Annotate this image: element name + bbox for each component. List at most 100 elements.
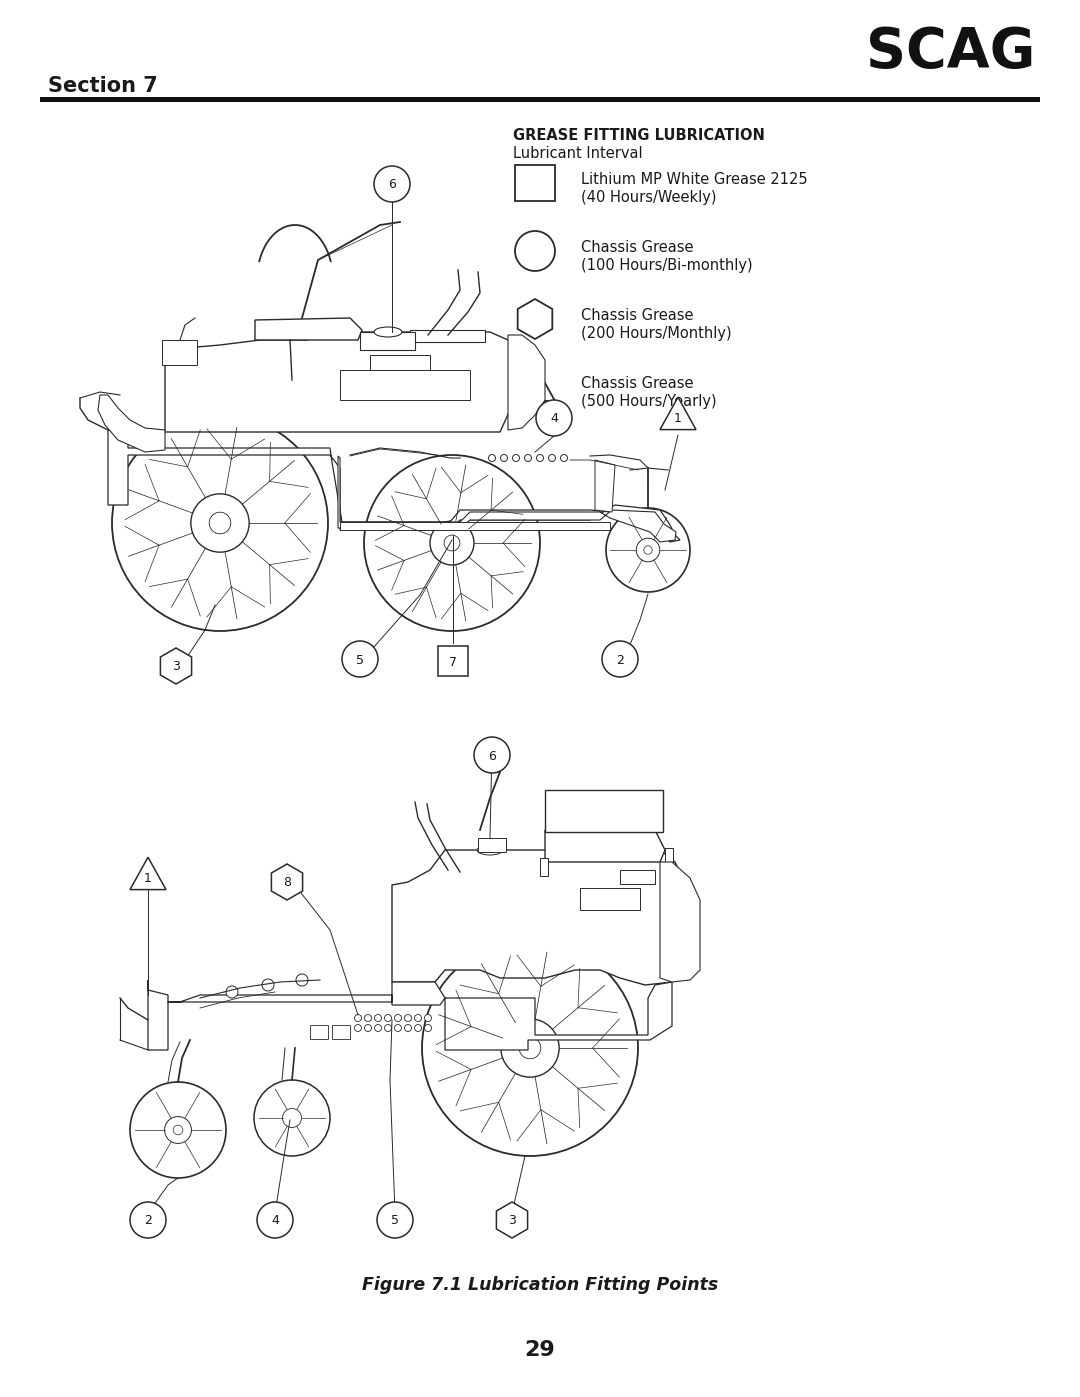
Bar bbox=[478, 838, 507, 852]
Circle shape bbox=[549, 454, 555, 461]
Circle shape bbox=[375, 1024, 381, 1031]
Circle shape bbox=[525, 454, 531, 461]
Circle shape bbox=[394, 1014, 402, 1021]
Polygon shape bbox=[660, 397, 696, 430]
Text: 7: 7 bbox=[449, 655, 457, 669]
Bar bbox=[40, 96, 1040, 102]
Bar bbox=[310, 1025, 328, 1039]
Circle shape bbox=[191, 495, 249, 552]
Circle shape bbox=[405, 1024, 411, 1031]
Text: 4: 4 bbox=[271, 1214, 279, 1228]
Circle shape bbox=[513, 454, 519, 461]
Text: 2: 2 bbox=[144, 1214, 152, 1228]
Circle shape bbox=[424, 1024, 432, 1031]
Circle shape bbox=[130, 1201, 166, 1238]
Polygon shape bbox=[497, 1201, 528, 1238]
Circle shape bbox=[415, 1024, 421, 1031]
Text: 29: 29 bbox=[525, 1340, 555, 1361]
Circle shape bbox=[519, 1037, 541, 1059]
Polygon shape bbox=[392, 849, 685, 985]
Bar bbox=[162, 339, 197, 365]
Bar bbox=[340, 370, 470, 400]
Text: 8: 8 bbox=[283, 876, 291, 890]
Polygon shape bbox=[595, 460, 615, 511]
Text: SCAG: SCAG bbox=[866, 25, 1035, 80]
Text: Chassis Grease: Chassis Grease bbox=[581, 240, 693, 256]
Circle shape bbox=[377, 1201, 413, 1238]
Text: 6: 6 bbox=[488, 750, 496, 763]
Circle shape bbox=[430, 521, 474, 564]
Polygon shape bbox=[161, 648, 191, 685]
Circle shape bbox=[262, 979, 274, 990]
Text: Chassis Grease: Chassis Grease bbox=[581, 376, 693, 391]
Circle shape bbox=[636, 538, 660, 562]
Circle shape bbox=[444, 535, 460, 550]
Circle shape bbox=[474, 738, 510, 773]
Circle shape bbox=[112, 415, 328, 631]
Polygon shape bbox=[148, 981, 672, 1051]
Circle shape bbox=[365, 1014, 372, 1021]
Text: 5: 5 bbox=[391, 1214, 399, 1228]
Bar bbox=[360, 332, 415, 351]
Text: Section 7: Section 7 bbox=[48, 75, 158, 96]
Circle shape bbox=[415, 1014, 421, 1021]
Circle shape bbox=[515, 231, 555, 271]
Text: GREASE FITTING LUBRICATION: GREASE FITTING LUBRICATION bbox=[513, 129, 765, 142]
Circle shape bbox=[296, 974, 308, 986]
Circle shape bbox=[226, 986, 238, 997]
Polygon shape bbox=[545, 830, 665, 862]
Circle shape bbox=[342, 641, 378, 678]
Polygon shape bbox=[165, 332, 522, 432]
Text: 3: 3 bbox=[508, 1214, 516, 1228]
Text: 2: 2 bbox=[616, 654, 624, 666]
Circle shape bbox=[405, 1014, 411, 1021]
Bar bbox=[540, 858, 548, 876]
Bar bbox=[620, 870, 654, 884]
Circle shape bbox=[606, 509, 690, 592]
Circle shape bbox=[375, 1014, 381, 1021]
Bar bbox=[437, 645, 469, 676]
Ellipse shape bbox=[374, 327, 402, 337]
Bar bbox=[515, 165, 555, 201]
Circle shape bbox=[384, 1014, 391, 1021]
Bar bbox=[665, 848, 673, 866]
Circle shape bbox=[254, 1080, 330, 1155]
Polygon shape bbox=[515, 365, 555, 401]
Polygon shape bbox=[517, 299, 552, 339]
Circle shape bbox=[501, 1018, 559, 1077]
Text: Lubricant Interval: Lubricant Interval bbox=[513, 147, 643, 161]
Circle shape bbox=[354, 1024, 362, 1031]
Circle shape bbox=[602, 641, 638, 678]
Bar bbox=[370, 355, 430, 370]
Polygon shape bbox=[508, 335, 545, 430]
Circle shape bbox=[561, 454, 567, 461]
Bar bbox=[410, 330, 485, 342]
Polygon shape bbox=[338, 455, 676, 542]
Bar bbox=[545, 789, 663, 833]
Ellipse shape bbox=[477, 845, 503, 855]
Circle shape bbox=[394, 1024, 402, 1031]
Text: 1: 1 bbox=[144, 872, 152, 884]
Circle shape bbox=[374, 166, 410, 203]
Text: (500 Hours/Yearly): (500 Hours/Yearly) bbox=[581, 394, 717, 409]
Bar bbox=[332, 1025, 350, 1039]
Text: 4: 4 bbox=[550, 412, 558, 426]
Polygon shape bbox=[130, 858, 166, 890]
Polygon shape bbox=[98, 395, 165, 453]
Circle shape bbox=[164, 1116, 191, 1143]
Bar bbox=[340, 522, 610, 529]
Text: (200 Hours/Monthly): (200 Hours/Monthly) bbox=[581, 326, 731, 341]
Text: 5: 5 bbox=[356, 654, 364, 666]
Circle shape bbox=[173, 1125, 183, 1134]
Circle shape bbox=[488, 454, 496, 461]
Circle shape bbox=[210, 513, 231, 534]
Circle shape bbox=[424, 1014, 432, 1021]
Polygon shape bbox=[108, 430, 680, 542]
Text: Chassis Grease: Chassis Grease bbox=[581, 307, 693, 323]
Bar bbox=[580, 888, 640, 909]
Polygon shape bbox=[660, 862, 700, 982]
Circle shape bbox=[536, 400, 572, 436]
Text: (100 Hours/Bi-monthly): (100 Hours/Bi-monthly) bbox=[581, 258, 753, 272]
Polygon shape bbox=[271, 863, 302, 900]
Polygon shape bbox=[255, 319, 362, 339]
